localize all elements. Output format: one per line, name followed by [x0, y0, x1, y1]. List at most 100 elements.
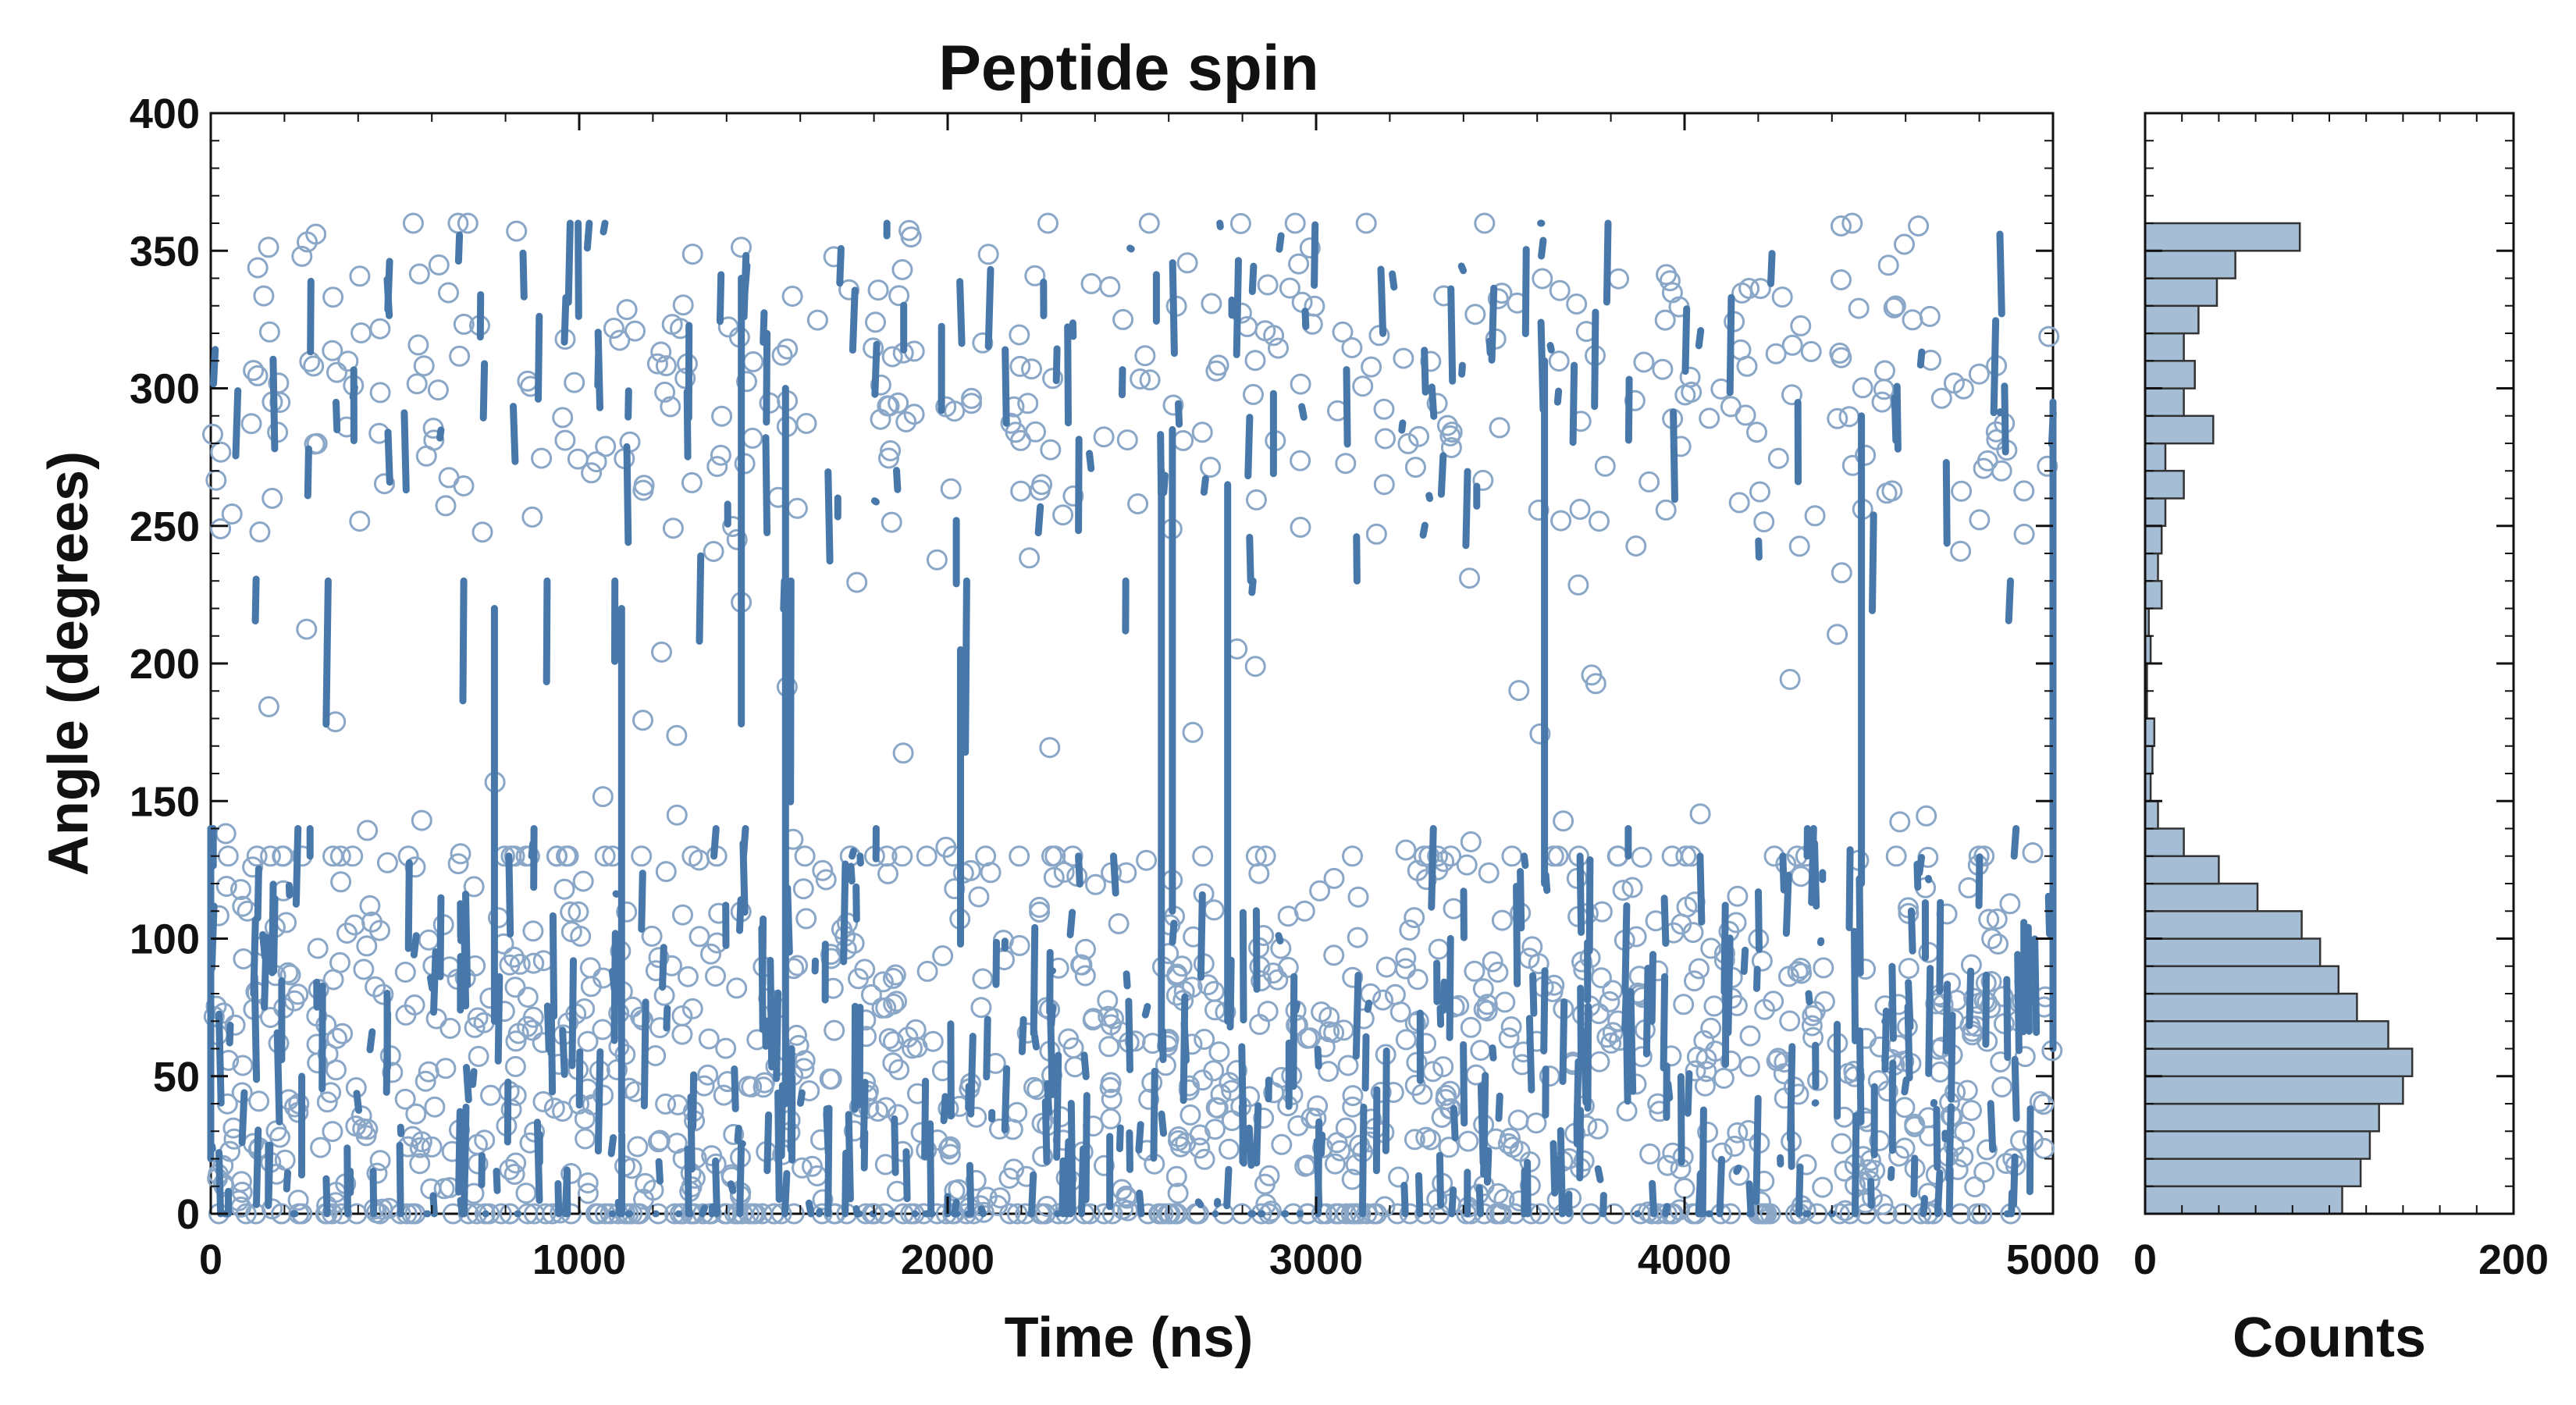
frame-point	[940, 478, 962, 500]
frame-point	[428, 254, 450, 276]
trajectory-segment	[1695, 327, 1705, 350]
trajectory-segment	[2031, 935, 2041, 1037]
frame-point	[1284, 212, 1306, 234]
frame-point	[1243, 383, 1264, 405]
trajectory-segment	[763, 1111, 773, 1175]
trajectory-segment	[269, 355, 279, 453]
trajectory-segment	[261, 934, 270, 1011]
frame-point	[1167, 1183, 1189, 1204]
frame-point	[1404, 907, 1425, 929]
trajectory-segment	[741, 261, 751, 294]
frame-point	[1654, 309, 1676, 331]
frame-point	[1415, 1033, 1437, 1055]
trajectory-segment	[494, 973, 503, 1065]
frame-point	[359, 895, 381, 916]
frame-point	[655, 355, 677, 377]
frame-point	[479, 1203, 500, 1225]
frame-point	[376, 852, 398, 873]
trajectory-segment	[1086, 450, 1095, 472]
trajectory-segment	[767, 956, 776, 1071]
frame-point	[965, 1169, 987, 1191]
frame-point	[353, 959, 375, 980]
frame-point	[1404, 1012, 1426, 1034]
frame-point	[322, 340, 343, 361]
frame-point	[365, 976, 386, 998]
frame-point	[1009, 355, 1031, 377]
trajectory-segment	[1908, 907, 1916, 955]
frame-point	[1244, 656, 1266, 678]
frame-point	[1197, 974, 1219, 996]
frame-point	[1388, 1166, 1410, 1188]
frame-point	[1267, 969, 1289, 991]
frame-point	[1631, 846, 1653, 868]
frame-point	[742, 427, 763, 449]
frame-point	[794, 845, 816, 867]
trajectory-segment	[1389, 270, 1398, 291]
trajectory-segment	[1525, 1015, 1535, 1094]
frame-point	[1460, 831, 1482, 852]
frame-point	[521, 506, 543, 528]
histogram-x-tick-label: 200	[2478, 1236, 2549, 1283]
frame-point	[980, 862, 1002, 884]
frame-point	[1894, 1097, 1916, 1119]
frame-point	[490, 1203, 512, 1225]
frame-point	[1892, 1203, 1914, 1225]
frame-point	[249, 521, 271, 542]
trajectory-segment	[2005, 577, 2014, 624]
frame-point	[1813, 991, 1835, 1012]
frame-point	[1902, 309, 1923, 331]
frame-point	[453, 313, 475, 335]
frame-point	[881, 346, 903, 368]
trajectory-segment	[1223, 1165, 1233, 1210]
frame-point	[507, 1023, 529, 1044]
frame-point	[1318, 1021, 1340, 1043]
frame-point	[374, 473, 395, 495]
frame-point	[1192, 845, 1214, 867]
frame-point	[577, 1172, 599, 1193]
frame-point	[1181, 976, 1203, 998]
trajectory-segment	[2003, 976, 2012, 1062]
frame-point	[552, 407, 574, 429]
frame-point	[1874, 360, 1895, 382]
frame-point	[1207, 1097, 1229, 1119]
frame-point	[1427, 845, 1449, 867]
frame-point	[570, 926, 592, 947]
frame-point	[1436, 1084, 1457, 1106]
frame-point	[1485, 1128, 1507, 1150]
frame-point	[345, 1115, 367, 1137]
main-plot: 0 1000 2000 3000 4000 5000 0 50 100 150 200 250 300 3…	[130, 91, 2100, 1283]
trajectory-segment	[1987, 1100, 1997, 1153]
frame-point	[243, 360, 265, 382]
frame-point	[1006, 1101, 1028, 1123]
frame-point	[575, 1128, 596, 1150]
frame-point	[1094, 1154, 1115, 1176]
frame-point	[503, 946, 525, 968]
x-tick-label: 2000	[901, 1236, 994, 1283]
frame-point	[1724, 1136, 1745, 1157]
frame-point	[505, 1152, 527, 1174]
trajectory-segment	[384, 258, 393, 314]
frame-point	[260, 845, 281, 867]
trajectory-segment	[1649, 1179, 1657, 1218]
frame-point	[677, 966, 699, 987]
trajectory-segment	[1450, 1104, 1459, 1142]
trajectory-segment	[503, 1078, 512, 1146]
frame-point	[1414, 1203, 1436, 1225]
frame-point	[1200, 457, 1222, 478]
frame-point	[522, 1006, 544, 1028]
trajectory-segment	[469, 1068, 478, 1088]
histogram-bar	[2144, 332, 2185, 362]
frame-point	[788, 1034, 809, 1056]
frame-point	[1342, 966, 1364, 988]
frame-point	[1244, 350, 1266, 372]
frame-point	[1108, 912, 1130, 934]
trajectory-segment	[1428, 383, 1438, 420]
frame-point	[1991, 460, 2012, 482]
frame-point	[1229, 212, 1251, 234]
trajectory-segment	[1869, 511, 1877, 614]
frame-point	[1328, 1203, 1350, 1225]
trajectory-segment	[238, 1089, 248, 1147]
frame-point	[715, 1037, 737, 1059]
frame-point	[1219, 1138, 1240, 1160]
trajectory-segment	[251, 575, 260, 624]
